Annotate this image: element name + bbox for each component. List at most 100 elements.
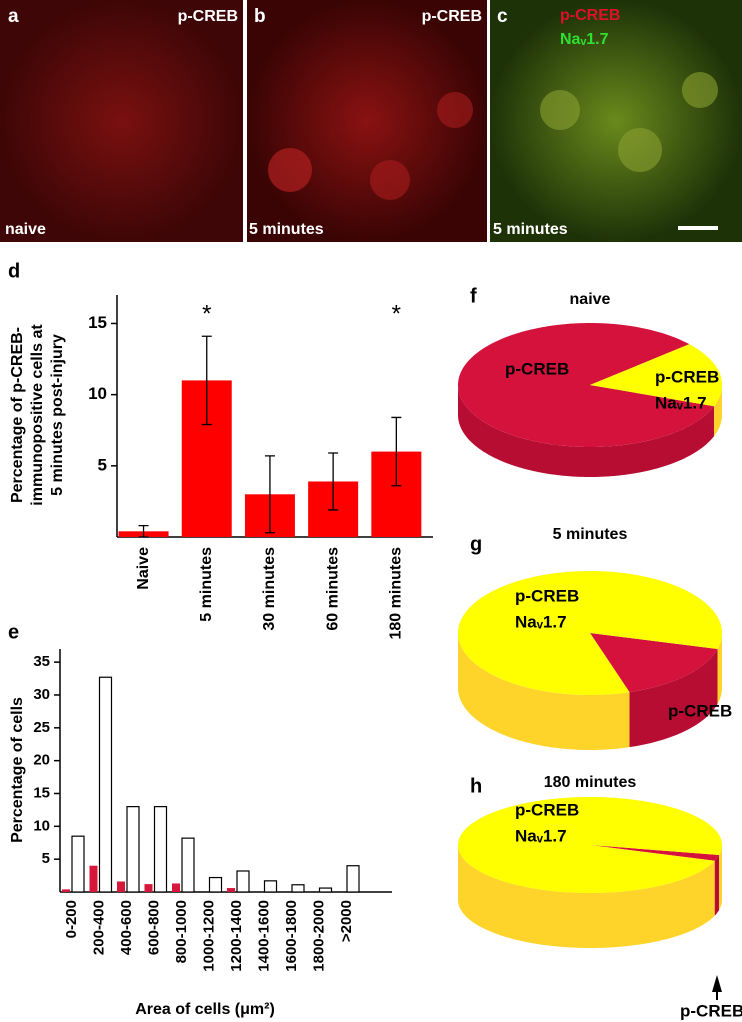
y-tick-label: 15 bbox=[33, 784, 50, 801]
x-tick-label: 5 minutes bbox=[198, 547, 215, 622]
pie-side bbox=[458, 845, 715, 948]
y-tick-label: 35 bbox=[33, 653, 50, 670]
x-tick-label: 1800-2000 bbox=[310, 900, 327, 972]
y-tick-label: 5 bbox=[98, 455, 107, 474]
bar bbox=[181, 837, 195, 893]
slice-label: p-CREB bbox=[505, 359, 569, 378]
x-tick-label: 1200-1400 bbox=[228, 900, 245, 972]
x-axis-label: Area of cells (μm²) bbox=[135, 1001, 275, 1018]
cell bbox=[618, 128, 662, 172]
y-tick-label: 10 bbox=[33, 817, 50, 834]
y-axis-label: immunopositive cells at bbox=[29, 324, 46, 506]
panel-letter: e bbox=[8, 621, 19, 643]
significance-mark: * bbox=[392, 300, 401, 327]
y-axis-label: 5 minutes post-injury bbox=[49, 334, 66, 496]
x-tick-label: 400-600 bbox=[118, 900, 135, 955]
cell bbox=[540, 90, 580, 130]
pie-side bbox=[629, 649, 718, 748]
x-tick-label: 1400-1600 bbox=[255, 900, 272, 972]
bar bbox=[144, 884, 153, 892]
error-bar bbox=[201, 335, 212, 426]
panel-letter: a bbox=[8, 6, 19, 27]
x-tick-label: 600-800 bbox=[145, 900, 162, 955]
pie-side bbox=[458, 633, 630, 750]
pie-side bbox=[717, 633, 722, 705]
bar bbox=[172, 883, 180, 892]
bar bbox=[208, 876, 223, 893]
pie-slice bbox=[458, 797, 722, 893]
panel-letter: d bbox=[8, 260, 20, 282]
y-tick-label: 5 bbox=[42, 850, 50, 867]
slice-label: p-CREB bbox=[515, 586, 579, 605]
bar bbox=[117, 881, 125, 892]
error-bar bbox=[391, 416, 402, 487]
panel-letter: b bbox=[254, 6, 266, 27]
pie-slice bbox=[590, 845, 720, 861]
bar bbox=[153, 806, 168, 893]
y-tick-label: 15 bbox=[88, 313, 107, 332]
pie-side bbox=[714, 385, 722, 437]
cell bbox=[268, 148, 312, 192]
x-tick-label: >2000 bbox=[338, 900, 355, 942]
image-caption: naive bbox=[5, 221, 46, 238]
pie-title: 180 minutes bbox=[544, 774, 637, 791]
cell bbox=[437, 92, 473, 128]
image-label: Naᵥ1.7 bbox=[560, 31, 609, 48]
x-tick-label: 60 minutes bbox=[324, 547, 341, 631]
micrograph-b: b p-CREB 5 minutes bbox=[247, 0, 487, 242]
bar bbox=[62, 889, 70, 892]
micrograph-a: a p-CREB naive bbox=[0, 0, 243, 242]
image-label: p-CREB bbox=[178, 8, 238, 25]
bar bbox=[98, 676, 113, 893]
slice-label: Naᵥ1.7 bbox=[515, 826, 567, 845]
x-tick-label: 800-1000 bbox=[173, 900, 190, 963]
x-tick-label: 1600-1800 bbox=[283, 900, 300, 972]
pie-title: 5 minutes bbox=[553, 526, 628, 543]
cell bbox=[682, 72, 718, 108]
image bbox=[0, 0, 243, 242]
bar bbox=[291, 884, 305, 893]
x-tick-label: Naive bbox=[135, 547, 152, 590]
panel-letter: c bbox=[497, 6, 508, 27]
pie-slice bbox=[590, 633, 718, 693]
image bbox=[490, 0, 742, 242]
x-tick-label: 30 minutes bbox=[261, 547, 278, 631]
panel-letter: h bbox=[470, 775, 482, 797]
arrow-head bbox=[712, 975, 722, 992]
slice-label: p-CREB bbox=[655, 367, 719, 386]
significance-mark: * bbox=[202, 300, 211, 327]
x-tick-label: 200-400 bbox=[90, 900, 107, 955]
bar bbox=[236, 870, 250, 893]
panel-letter: g bbox=[470, 533, 482, 555]
image-caption: 5 minutes bbox=[493, 221, 568, 238]
pie-slice bbox=[458, 571, 722, 695]
bar bbox=[263, 880, 278, 893]
pie-slice bbox=[458, 323, 715, 447]
pie-title: naive bbox=[570, 291, 611, 308]
bar bbox=[318, 887, 333, 893]
bar bbox=[126, 806, 140, 893]
pie-slice bbox=[590, 344, 722, 407]
image-label: p-CREB bbox=[560, 7, 620, 24]
bar bbox=[346, 865, 360, 893]
y-axis-label: Percentage of cells bbox=[9, 697, 26, 843]
error-bar bbox=[138, 524, 149, 538]
slice-label: p-CREB bbox=[668, 701, 732, 720]
error-bar bbox=[328, 452, 339, 511]
slice-label: p-CREB bbox=[680, 1001, 742, 1020]
y-tick-label: 10 bbox=[88, 384, 107, 403]
slice-label: p-CREB bbox=[515, 800, 579, 819]
y-tick-label: 30 bbox=[33, 686, 50, 703]
micrograph-c: c p-CREB Naᵥ1.7 5 minutes bbox=[490, 0, 742, 242]
image-label: p-CREB bbox=[422, 8, 482, 25]
y-axis-label: Percentage of p-CREB- bbox=[9, 327, 26, 503]
y-tick-label: 25 bbox=[33, 719, 50, 736]
error-bar bbox=[264, 455, 275, 534]
panel-letter: f bbox=[470, 285, 477, 307]
bar bbox=[89, 865, 98, 892]
x-tick-label: 180 minutes bbox=[388, 547, 405, 640]
bar bbox=[71, 835, 85, 893]
slice-label: Naᵥ1.7 bbox=[515, 612, 567, 631]
x-tick-label: 1000-1200 bbox=[200, 900, 217, 972]
pie-side bbox=[714, 854, 720, 916]
